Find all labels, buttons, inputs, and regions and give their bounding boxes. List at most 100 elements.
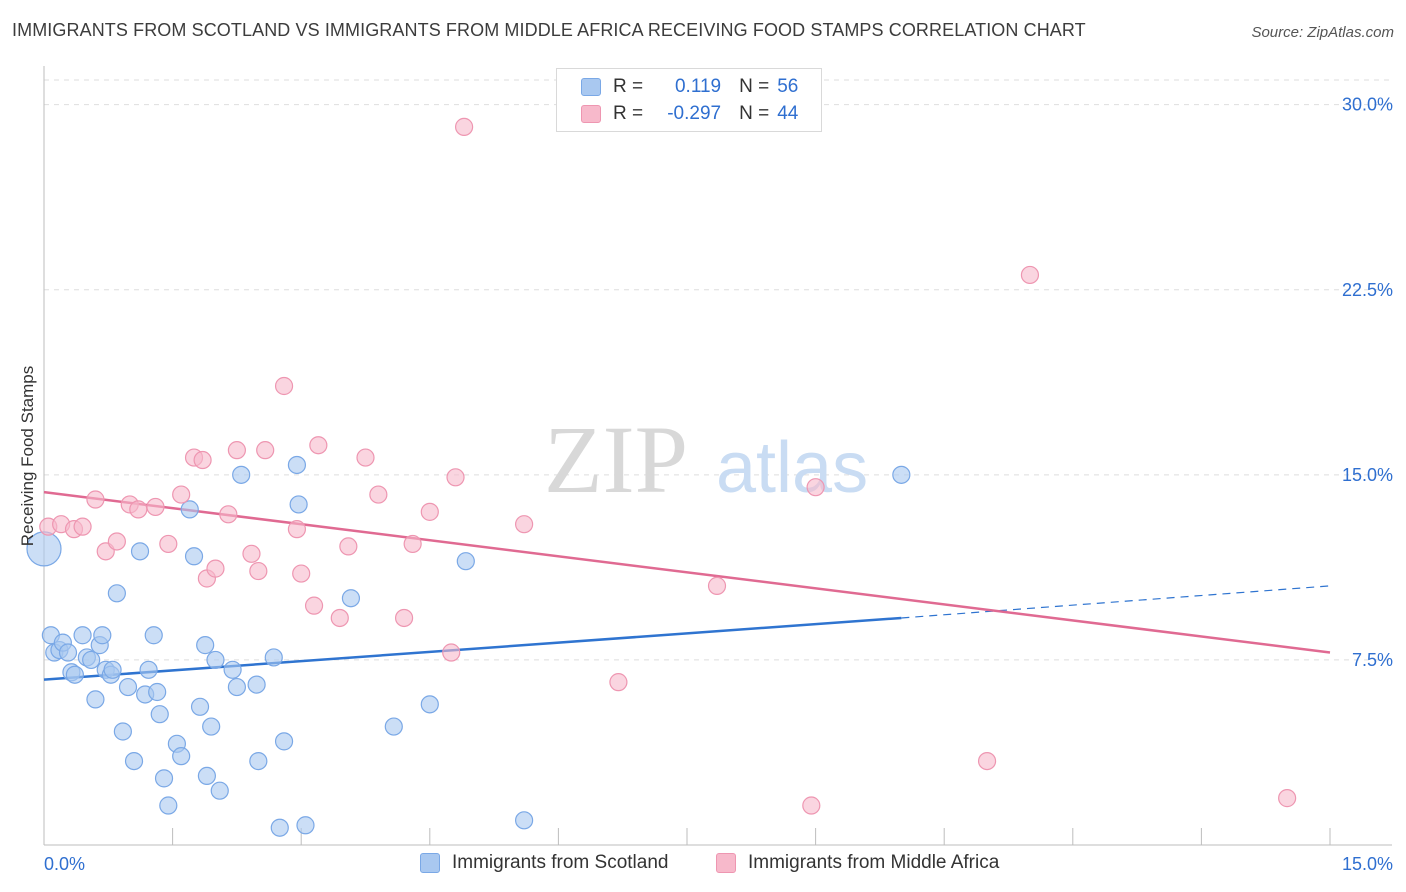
- middle-africa-point: [446, 468, 465, 487]
- scotland-point: [184, 547, 204, 566]
- y-tick-label: 15.0%: [1342, 465, 1393, 485]
- middle-africa-point: [287, 520, 307, 539]
- scotland-point: [210, 781, 229, 800]
- source-label: Source: ZipAtlas.com: [1251, 24, 1394, 41]
- middle-africa-point: [356, 448, 375, 467]
- scotland-point: [154, 769, 174, 788]
- scotland-trend-line: [43, 616, 902, 681]
- scotland-point: [113, 722, 132, 741]
- scotland-point: [341, 589, 361, 608]
- legend-r-label: R =: [613, 103, 644, 124]
- scotland-point: [249, 751, 268, 771]
- scotland-point: [107, 584, 126, 603]
- middle-africa-point: [802, 796, 821, 815]
- middle-africa-point: [129, 500, 148, 519]
- scotland-trend-extension: [901, 585, 1331, 619]
- legend-swatch-middle-africa: [716, 853, 736, 873]
- middle-africa-point: [369, 485, 388, 504]
- scotland-point: [456, 552, 475, 571]
- middle-africa-point: [256, 441, 275, 460]
- scotland-point: [197, 766, 216, 786]
- middle-africa-point: [193, 450, 212, 470]
- legend-n-value: 56: [777, 76, 799, 97]
- middle-africa-point: [249, 561, 268, 581]
- middle-africa-point: [242, 544, 261, 563]
- scotland-point: [296, 816, 315, 835]
- scotland-point: [196, 636, 215, 655]
- legend-n-value: 44: [777, 103, 799, 124]
- correlation-legend: R = 0.119 N = 56 R = -0.297 N = 44: [556, 68, 822, 132]
- scotland-point: [223, 660, 242, 679]
- middle-africa-point: [977, 751, 997, 771]
- legend-r-value: -0.297: [667, 103, 722, 124]
- middle-africa-point: [219, 505, 238, 524]
- scotland-point: [287, 455, 307, 475]
- legend-r-label: R =: [613, 76, 644, 97]
- middle-africa-point: [707, 576, 727, 595]
- scotland-point: [103, 660, 122, 679]
- scotland-point: [58, 643, 78, 662]
- middle-africa-point: [339, 537, 358, 556]
- middle-africa-point: [159, 534, 178, 554]
- middle-africa-point: [107, 532, 126, 551]
- legend-row-middle-africa: R = -0.297 N = 44: [581, 101, 798, 127]
- scotland-point: [130, 542, 150, 561]
- scotland-point: [232, 465, 251, 484]
- legend-n-label: N =: [739, 76, 770, 97]
- data-points: [26, 117, 1297, 837]
- middle-africa-point: [172, 485, 191, 504]
- legend-swatch-middle-africa: [581, 105, 601, 123]
- middle-africa-point: [274, 376, 294, 396]
- series-legend: Immigrants from Scotland Immigrants from…: [0, 852, 1406, 878]
- scotland-point: [124, 751, 144, 771]
- middle-africa-point: [86, 490, 105, 509]
- watermark-zip: ZIP: [544, 406, 688, 513]
- scotland-point: [144, 626, 163, 645]
- legend-label-scotland: Immigrants from Scotland: [452, 852, 669, 873]
- middle-africa-point: [330, 608, 349, 628]
- x-tick-label: 0.0%: [44, 854, 85, 874]
- middle-africa-point: [442, 643, 461, 662]
- scotland-point: [270, 818, 289, 837]
- middle-africa-trend-line: [43, 490, 1331, 654]
- legend-item-middle-africa: Immigrants from Middle Africa: [716, 852, 999, 874]
- middle-africa-point: [146, 497, 165, 517]
- scotland-point: [65, 665, 84, 684]
- middle-africa-point: [403, 534, 422, 554]
- scotland-point: [73, 626, 92, 645]
- middle-africa-point: [227, 441, 246, 460]
- scotland-point: [384, 717, 403, 736]
- middle-africa-point: [609, 673, 628, 692]
- y-tick-label: 7.5%: [1352, 650, 1393, 670]
- middle-africa-point: [394, 608, 414, 628]
- scotland-point: [515, 811, 534, 830]
- tick-labels: 7.5% 15.0% 22.5% 30.0% 0.0% 15.0%: [44, 95, 1393, 874]
- middle-africa-point: [420, 502, 439, 521]
- scotland-point: [190, 697, 210, 716]
- scotland-point: [118, 677, 138, 697]
- legend-swatch-scotland: [420, 853, 440, 873]
- middle-africa-point: [1278, 789, 1297, 808]
- legend-swatch-scotland: [581, 78, 601, 96]
- scotland-point: [264, 648, 283, 667]
- middle-africa-point: [206, 559, 225, 578]
- scotland-point: [86, 690, 105, 709]
- scotland-point: [206, 650, 225, 670]
- scotland-point: [172, 747, 191, 766]
- middle-africa-point: [73, 517, 92, 536]
- middle-africa-point: [454, 117, 474, 136]
- middle-africa-point: [806, 478, 825, 497]
- watermark: ZIP atlas: [544, 406, 868, 513]
- middle-africa-point: [292, 564, 311, 583]
- y-tick-label: 30.0%: [1342, 95, 1393, 115]
- middle-africa-point: [309, 436, 328, 455]
- watermark-atlas: atlas: [716, 428, 868, 508]
- scotland-point: [892, 465, 911, 484]
- scotland-point: [82, 650, 101, 670]
- scotland-point: [180, 500, 199, 519]
- y-tick-label: 22.5%: [1342, 280, 1393, 300]
- scotland-point: [420, 695, 439, 714]
- trend-lines: [43, 490, 1331, 681]
- scotland-point: [289, 495, 308, 514]
